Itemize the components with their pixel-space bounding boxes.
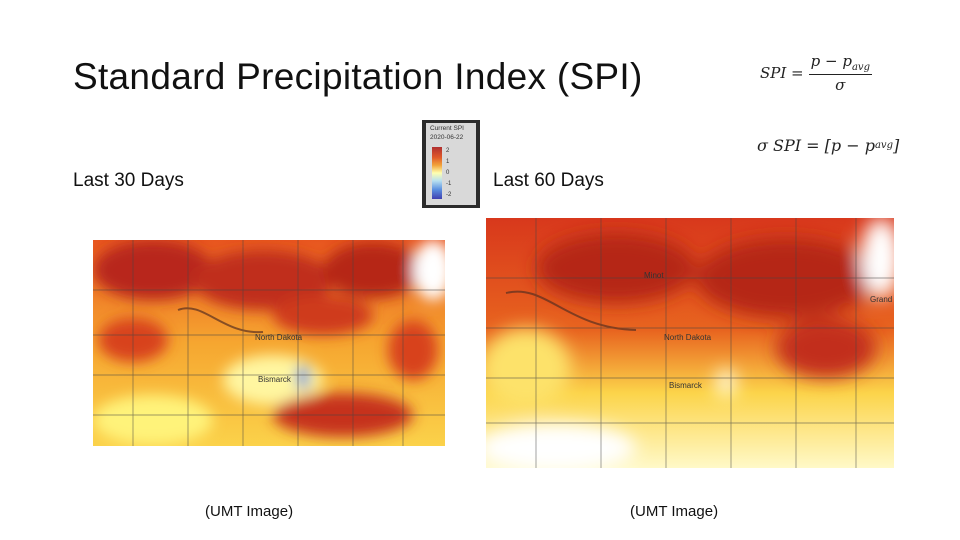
legend-image: Current SPI 2020-06-22 2 1 0 -1 -2 (422, 120, 480, 208)
legend-colorbar (432, 147, 442, 199)
subscript: avg (851, 62, 870, 73)
map-label: North Dakota (255, 333, 303, 342)
legend-tick: -1 (446, 181, 452, 187)
map-30-days: North Dakota Bismarck (93, 240, 445, 446)
map-label: Minot (644, 271, 664, 280)
formula-close: ] (892, 136, 900, 155)
map-label: Bismarck (669, 381, 703, 390)
map-60-days: Minot North Dakota Bismarck Grand (486, 218, 894, 468)
formula-lhs: σ SPI = (757, 136, 820, 155)
image-credit: (UMT Image) (205, 503, 294, 520)
slide-title: Standard Precipitation Index (SPI) (73, 56, 643, 97)
subscript: avg (874, 140, 893, 151)
formula: σ SPI = [p − p avg] (757, 136, 899, 155)
legend-date: 2020-06-22 (430, 134, 464, 141)
map-label: North Dakota (664, 333, 712, 342)
numerator-text: p − p (810, 52, 852, 70)
legend-panel: Current SPI 2020-06-22 2 1 0 -1 -2 (426, 123, 476, 205)
denominator: σ (835, 76, 846, 94)
formula: SPI = p − pavg σ (760, 52, 872, 94)
legend-tick: 0 (446, 170, 450, 176)
formula-body: [p − p (824, 136, 875, 155)
panel-label: Last 30 Days (73, 170, 184, 191)
formula-lhs: SPI = (760, 64, 804, 82)
numerator: p − pavg (808, 52, 872, 75)
county-lines (486, 218, 894, 468)
fraction: p − pavg σ (808, 52, 872, 94)
panel-label: Last 60 Days (493, 170, 604, 191)
legend-tick: 1 (446, 159, 450, 165)
image-credit: (UMT Image) (630, 503, 719, 520)
county-lines (93, 240, 445, 446)
map-label: Bismarck (258, 375, 292, 384)
map-label: Grand (870, 295, 892, 304)
legend-title: Current SPI (430, 125, 464, 132)
legend-tick: -2 (446, 192, 452, 198)
legend-tick: 2 (446, 148, 450, 154)
